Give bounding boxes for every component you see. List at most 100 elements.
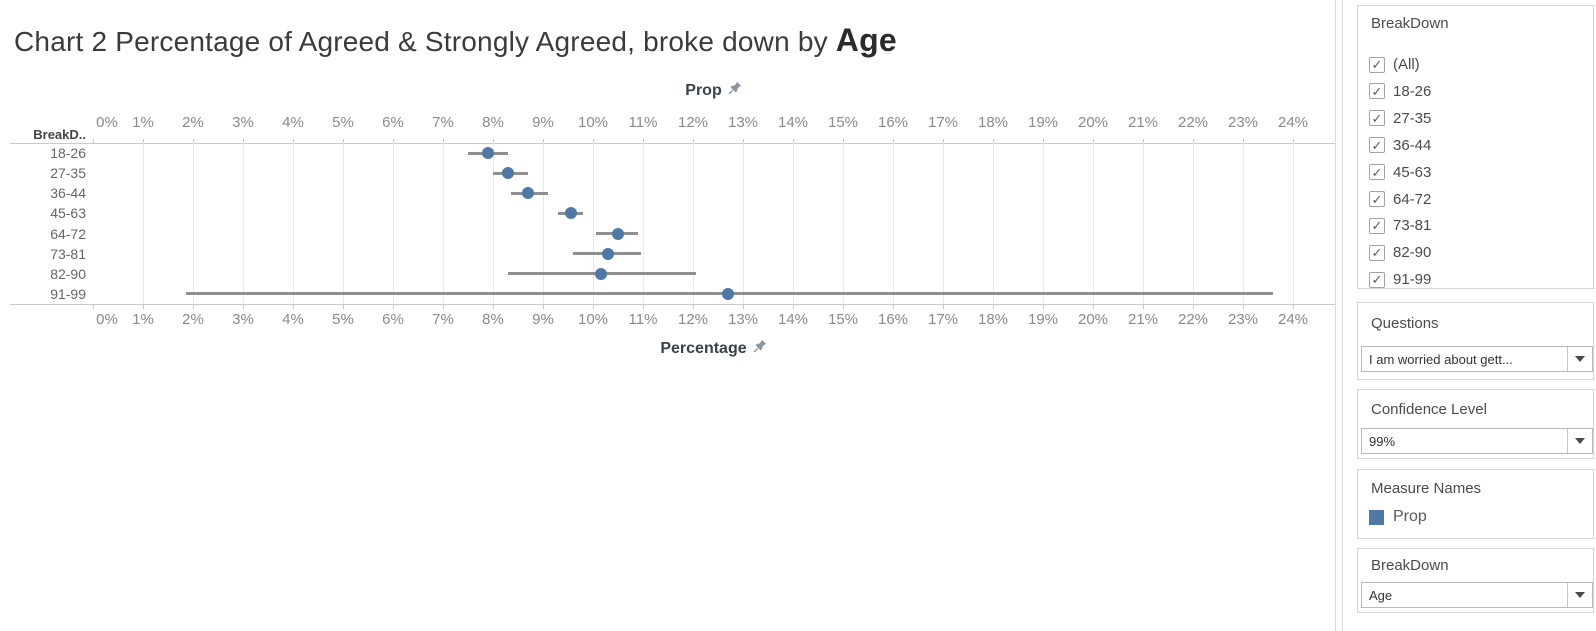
data-point-dot[interactable] [602,247,614,260]
bottom-axis-tick-label: 2% [182,311,204,328]
bottom-axis-tick-label: 3% [232,311,254,328]
gridline [743,143,744,304]
gridline [993,143,994,304]
axis-tick [743,139,744,143]
gridline [343,143,344,304]
filter-checkbox-label[interactable]: 45-63 [1393,163,1432,181]
axis-tick [493,305,494,309]
bottom-axis-tick-label: 5% [332,311,354,328]
axis-tick [1093,139,1094,143]
axis-tick [793,305,794,309]
checkbox-checked-icon[interactable]: ✓ [1369,244,1385,261]
confidence-dropdown-value: 99% [1369,433,1396,449]
gridline [493,143,494,304]
breakdown-param-dropdown[interactable]: Age [1361,582,1593,608]
gridline [1093,143,1094,304]
axis-tick [593,139,594,143]
axis-tick [143,305,144,309]
axis-tick [1293,305,1294,309]
data-point-dot[interactable] [594,267,607,280]
top-axis-tick-label: 1% [132,114,154,131]
top-axis-tick-label: 24% [1277,114,1309,131]
filter-checkbox-label[interactable]: 64-72 [1393,190,1432,208]
data-point-dot[interactable] [722,287,734,300]
pin-icon[interactable] [753,339,767,358]
axis-tick [1043,139,1044,143]
axis-tick [1143,305,1144,309]
questions-dropdown-value: I am worried about gett... [1369,351,1513,367]
axis-tick [243,139,244,143]
page-title: Chart 2 Percentage of Agreed & Strongly … [14,22,897,59]
filter-checkbox-label[interactable]: (All) [1393,56,1420,73]
bottom-axis-tick-label: 13% [727,311,759,328]
axis-tick [193,139,194,143]
axis-tick [1193,305,1194,309]
top-axis-tick-label: 3% [232,114,254,131]
checkbox-checked-icon[interactable]: ✓ [1369,83,1385,100]
checkbox-checked-icon[interactable]: ✓ [1369,191,1385,207]
breakdown-param-dropdown-button[interactable] [1567,583,1592,607]
top-axis-tick-label: 16% [877,114,909,131]
bottom-axis-tick-label: 9% [532,311,554,328]
gridline [593,143,594,304]
gridline [643,143,644,304]
breakdown-filter-card: BreakDown ✓ (All) ✓ 18-26 ✓ 27-35 ✓ 36-44 ✓ 45-63… [1357,5,1594,289]
top-axis-tick-label: 7% [432,114,454,131]
row-label: 64-72 [50,225,86,242]
row-label: 73-81 [50,245,86,262]
data-point-dot[interactable] [482,147,494,160]
bottom-axis-tick-label: 21% [1127,311,1159,328]
top-axis-tick-label: 12% [677,114,709,131]
filter-checkbox-label[interactable]: 91-99 [1393,271,1432,289]
bottom-axis-tick-label: 22% [1177,311,1209,328]
bottom-axis-tick-label: 12% [677,311,709,328]
bottom-axis-tick-label: 7% [432,311,454,328]
filter-checkbox-label[interactable]: 36-44 [1393,136,1432,154]
gridline [293,143,294,304]
pin-icon[interactable] [728,81,742,100]
row-label: 91-99 [50,285,86,302]
data-point-dot[interactable] [522,187,534,200]
axis-tick [1193,139,1194,143]
checkbox-checked-icon[interactable]: ✓ [1369,217,1385,234]
confidence-dropdown[interactable]: 99% [1361,428,1593,454]
top-axis-tick-label: 22% [1177,114,1209,131]
checkbox-checked-icon[interactable]: ✓ [1369,110,1385,127]
checkbox-checked-icon[interactable]: ✓ [1369,164,1385,181]
filter-checkbox-label[interactable]: 73-81 [1393,217,1432,235]
filter-checkbox-row: ✓ 36-44 [1369,137,1431,154]
top-axis-tick-label: 5% [332,114,354,131]
checkbox-checked-icon[interactable]: ✓ [1369,137,1385,154]
data-point-dot[interactable] [612,227,624,240]
top-axis-tick-label: 19% [1027,114,1059,131]
gridline [1293,143,1294,304]
measure-names-title: Measure Names [1371,480,1482,497]
measure-names-card: Measure Names Prop [1357,469,1594,539]
confidence-card: Confidence Level 99% [1357,389,1594,459]
checkbox-checked-icon[interactable]: ✓ [1369,271,1385,288]
top-axis-tick-label: 21% [1127,114,1159,131]
questions-dropdown[interactable]: I am worried about gett... [1361,346,1593,372]
panel-divider [1342,0,1343,631]
top-axis-tick-label: 9% [532,114,554,131]
legend-item-prop[interactable]: Prop [1369,508,1427,526]
questions-dropdown-button[interactable] [1567,347,1592,371]
axis-tick [1043,305,1044,309]
data-point-dot[interactable] [564,207,577,220]
bottom-axis-tick-label: 17% [927,311,959,328]
top-axis-tick-label: 11% [628,114,658,131]
plot-bottom-border [10,304,1336,305]
confidence-dropdown-button[interactable] [1567,429,1592,453]
filter-checkbox-label[interactable]: 27-35 [1393,109,1432,127]
axis-tick [643,139,644,143]
filter-checkbox-label[interactable]: 82-90 [1393,244,1432,262]
filter-checkbox-label[interactable]: 18-26 [1393,82,1432,100]
breakdown-param-title: BreakDown [1371,557,1449,574]
checkbox-checked-icon[interactable]: ✓ [1369,56,1385,73]
gridline [843,143,844,304]
axis-tick [1143,139,1144,143]
data-point-dot[interactable] [502,167,514,180]
bottom-axis-tick-label: 0% [96,311,118,328]
top-axis-tick-label: 8% [482,114,504,131]
axis-tick [243,305,244,309]
